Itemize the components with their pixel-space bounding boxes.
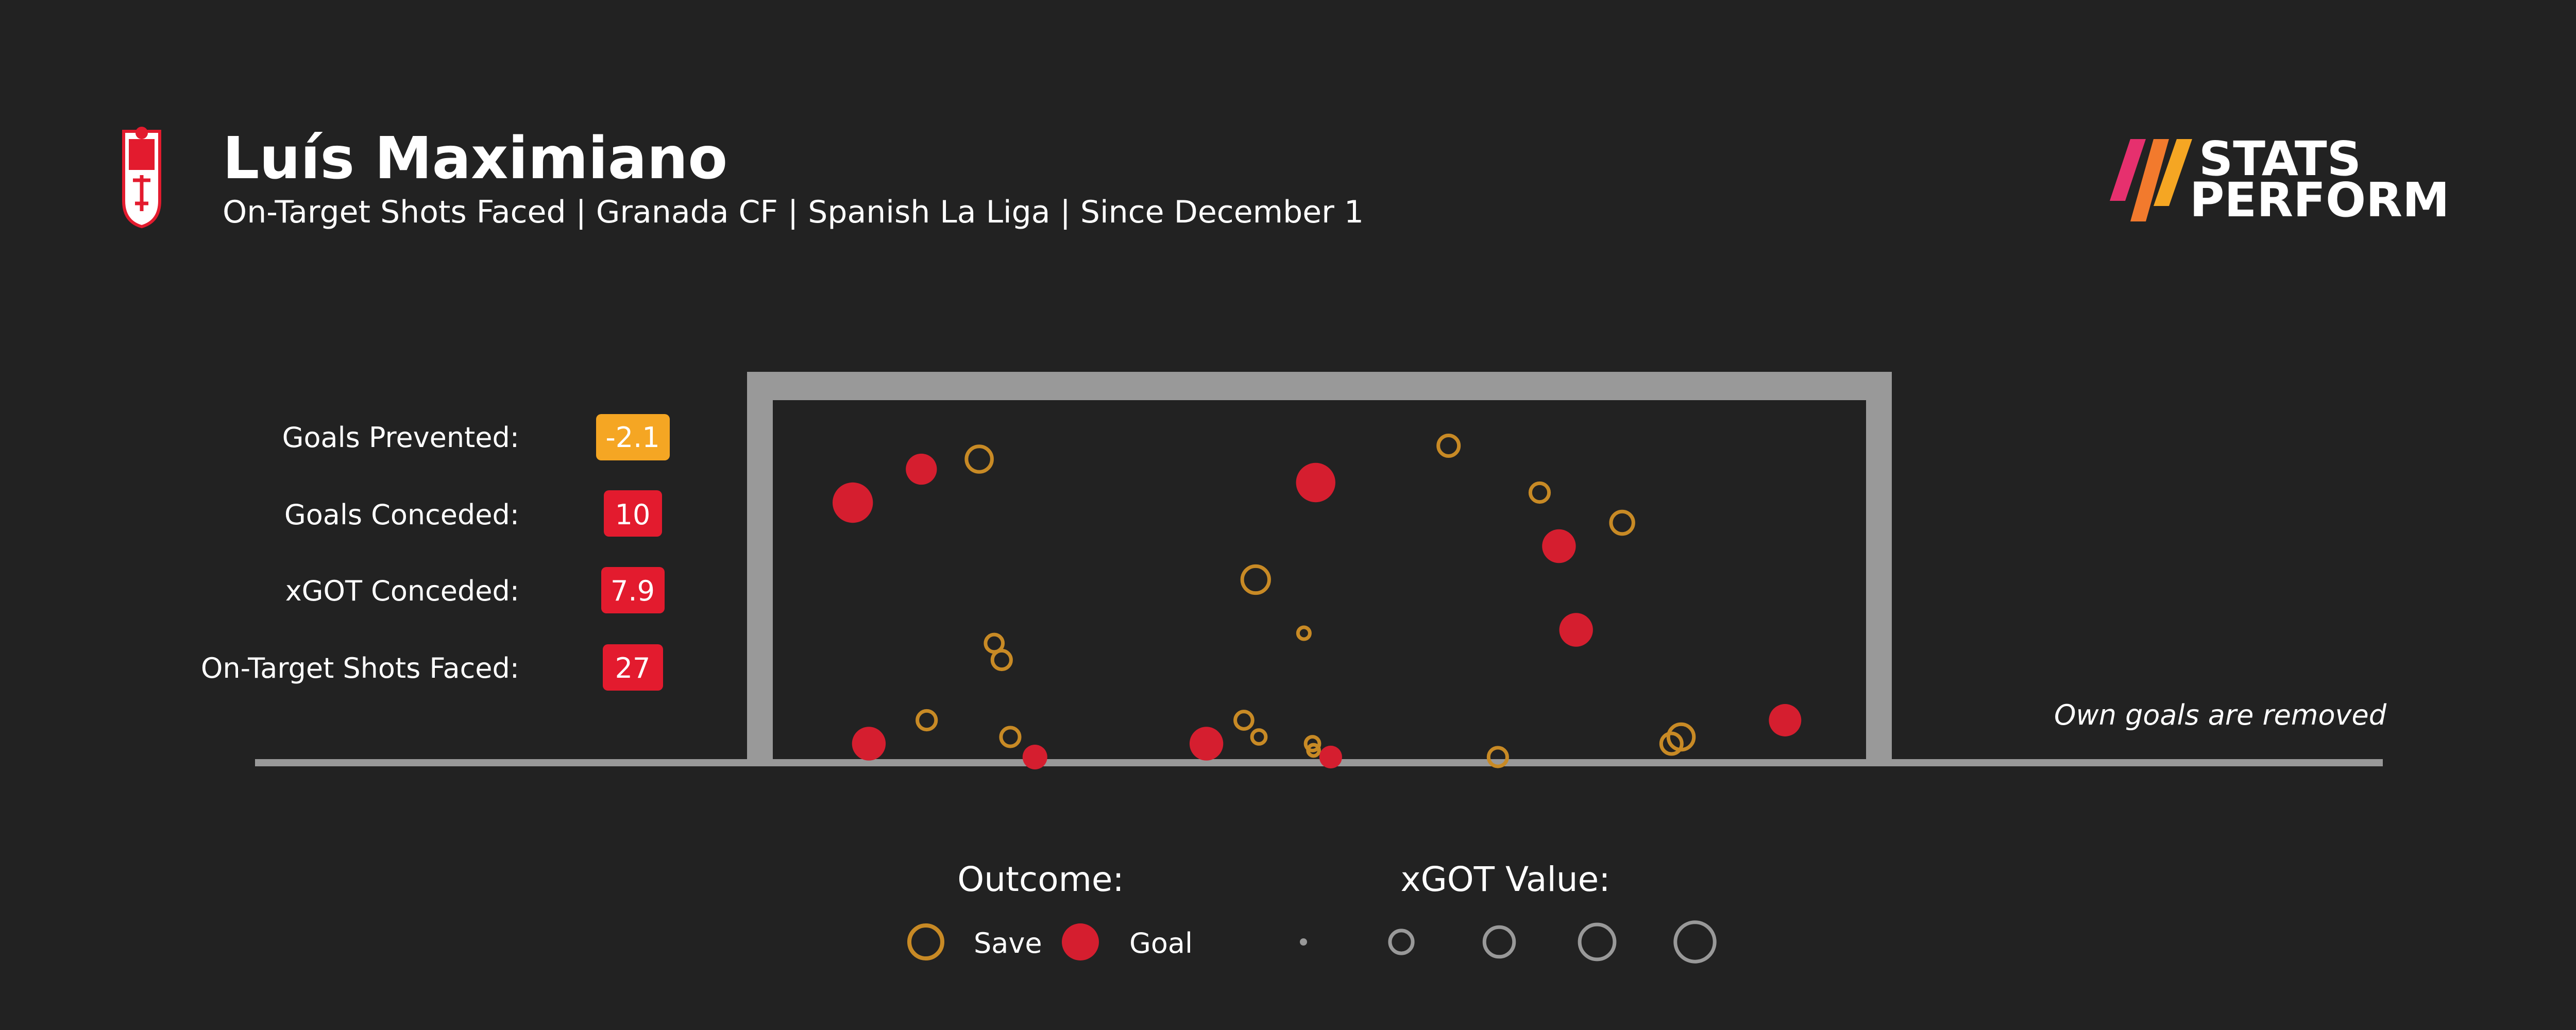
stat-label: Goals Conceded:	[284, 499, 519, 531]
ground-line	[255, 759, 2383, 766]
save-shot-point	[1296, 625, 1312, 641]
stat-xgot-conceded: xGOT Conceded: 7.9	[285, 567, 665, 613]
legend-size-markers	[1300, 920, 1717, 964]
save-shot-point	[1233, 710, 1255, 731]
stat-goals-prevented: Goals Prevented: -2.1	[282, 414, 670, 460]
save-shot-point	[1306, 743, 1321, 758]
save-shot-point	[1303, 735, 1321, 752]
goal-shot-point	[1296, 462, 1335, 503]
goal-shot-point	[1769, 704, 1802, 736]
left-post	[747, 372, 773, 763]
stats-panel: Goals Prevented: -2.1 Goals Conceded: 10…	[201, 414, 670, 691]
goal-shot-point	[833, 482, 873, 523]
own-goals-note: Own goals are removed	[2054, 699, 2387, 731]
stat-label: xGOT Conceded:	[285, 575, 519, 607]
page-title: Luís Maximiano	[223, 125, 727, 192]
club-crest-icon	[122, 127, 161, 229]
legend-size-marker	[1482, 925, 1516, 959]
legend-size-marker	[1673, 920, 1717, 964]
page-subtitle: On-Target Shots Faced | Granada CF | Spa…	[223, 194, 1364, 230]
brand-line-2: PERFORM	[2190, 173, 2450, 228]
goal-shot-point	[1189, 727, 1224, 761]
stat-goals-conceded: Goals Conceded: 10	[284, 490, 662, 537]
stat-badge	[601, 567, 665, 613]
stat-shots-faced: On-Target Shots Faced: 27	[201, 644, 663, 691]
goal-shot-point	[906, 453, 937, 485]
stat-value: 27	[615, 652, 651, 684]
goal-shot-point	[852, 727, 886, 761]
save-shot-point	[1486, 746, 1509, 768]
save-shot-point	[1666, 722, 1696, 752]
stat-label: Goals Prevented:	[282, 421, 519, 454]
save-shot-point	[999, 726, 1022, 748]
goal-shot-point	[1319, 745, 1342, 769]
goal-frame	[255, 372, 2383, 766]
stat-value: -2.1	[605, 421, 659, 454]
save-shot-point	[1659, 731, 1684, 756]
legend-goal-marker	[1062, 923, 1099, 960]
stat-label: On-Target Shots Faced:	[201, 652, 519, 684]
legend: Outcome: Save Goal xGOT Value:	[907, 860, 1717, 964]
legend-xgot-title: xGOT Value:	[1401, 860, 1611, 899]
save-shot-point	[1436, 434, 1461, 458]
crossbar	[747, 372, 1892, 400]
stat-badge	[603, 644, 663, 691]
legend-size-marker	[1578, 922, 1617, 962]
stat-value: 10	[615, 499, 651, 531]
brand-line-1: STATS	[2199, 131, 2361, 186]
legend-size-marker	[1300, 938, 1307, 946]
save-shot-point	[1609, 509, 1635, 536]
goal-shot-point	[1022, 745, 1047, 769]
goal-shot-point	[1559, 613, 1593, 647]
save-shot-point	[1250, 728, 1268, 746]
right-post	[1866, 372, 1892, 763]
legend-outcome-title: Outcome:	[957, 860, 1124, 899]
goal-shot-point	[1542, 529, 1576, 563]
stat-badge	[604, 490, 662, 537]
legend-size-marker	[1388, 929, 1415, 955]
save-shot-point	[916, 709, 938, 732]
stats-perform-logo: STATS PERFORM	[2110, 131, 2450, 228]
stat-badge	[596, 414, 670, 460]
save-shot-point	[1528, 481, 1551, 504]
save-shot-point	[964, 444, 994, 474]
legend-save-label: Save	[974, 927, 1042, 959]
shot-points	[833, 434, 1802, 769]
save-shot-point	[990, 648, 1013, 672]
legend-goal-label: Goal	[1129, 927, 1193, 959]
save-shot-point	[1240, 564, 1271, 595]
stat-value: 7.9	[611, 575, 655, 607]
legend-save-marker	[907, 923, 944, 960]
